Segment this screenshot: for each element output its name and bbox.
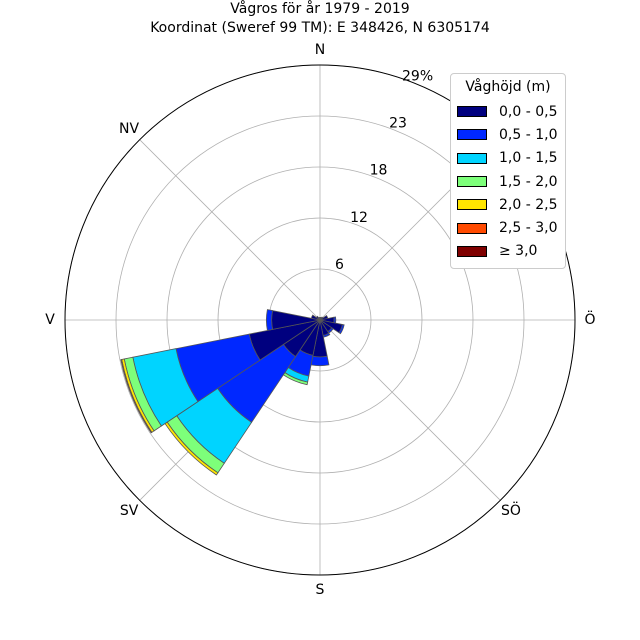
polar-outline (64, 64, 576, 576)
rose-bar-15-0 (317, 316, 321, 321)
grid-spoke-7 (139, 139, 321, 321)
chart-title-block: Vågros för år 1979 - 2019 Koordinat (Swe… (0, 0, 640, 38)
legend-label: 2,5 - 3,0 (499, 220, 558, 237)
legend-swatch (457, 245, 487, 257)
legend-label: 1,0 - 1,5 (499, 150, 558, 167)
direction-label-6: V (45, 312, 55, 328)
legend-label: ≥ 3,0 (499, 243, 538, 260)
radial-tick-label-1: 12 (350, 210, 368, 226)
rose-bar-8-1 (310, 355, 330, 367)
rose-bar-12-1 (265, 309, 274, 331)
legend-entry: ≥ 3,0 (451, 240, 565, 263)
legend-label: 2,0 - 2,5 (499, 196, 558, 213)
legend-swatch (457, 222, 487, 234)
legend-title: Våghöjd (m) (465, 79, 551, 95)
radial-tick-label-3: 23 (389, 116, 407, 132)
direction-label-2: Ö (584, 310, 595, 328)
direction-label-5: SV (120, 503, 139, 519)
radial-tick-label-0: 6 (335, 257, 344, 273)
legend-entry: 2,5 - 3,0 (451, 216, 565, 239)
legend-label: 1,5 - 2,0 (499, 173, 558, 190)
direction-label-4: S (316, 582, 325, 598)
chart-subtitle: Koordinat (Sweref 99 TM): E 348426, N 63… (150, 20, 490, 36)
legend-swatch (457, 106, 487, 118)
legend: Våghöjd (m) 0,0 - 0,5 0,5 - 1,0 1,0 - 1,5 1… (450, 73, 566, 270)
legend-label: 0,0 - 0,5 (499, 103, 558, 120)
polar-frame (64, 64, 576, 576)
legend-entry: 1,0 - 1,5 (451, 147, 565, 170)
grid-spoke-3 (319, 319, 501, 501)
rose-bars (120, 309, 345, 476)
direction-label-0: N (315, 42, 325, 58)
legend-swatch (457, 129, 487, 141)
legend-label: 0,5 - 1,0 (499, 126, 558, 143)
chart-title: Vågros för år 1979 - 2019 (230, 1, 410, 17)
legend-entry: 2,0 - 2,5 (451, 193, 565, 216)
radial-tick-label-4: 29% (402, 68, 433, 84)
rose-bar-11-5 (120, 358, 153, 434)
legend-swatch (457, 199, 487, 211)
radial-tick-label-2: 18 (370, 163, 388, 179)
legend-entry: 0,0 - 0,5 (451, 100, 565, 123)
legend-entries: 0,0 - 0,5 0,5 - 1,0 1,0 - 1,5 1,5 - 2,0 2,0 … (451, 100, 565, 263)
legend-entry: 0,5 - 1,0 (451, 123, 565, 146)
direction-label-7: NV (119, 121, 139, 137)
legend-swatch (457, 176, 487, 188)
direction-label-3: SÖ (501, 501, 521, 519)
rose-bar-4-1 (333, 316, 337, 324)
axis-labels: NNOÖSÖSSVVNV612182329% (45, 42, 595, 598)
legend-entry: 1,5 - 2,0 (451, 170, 565, 193)
rose-bar-5-1 (338, 323, 345, 335)
legend-swatch (457, 152, 487, 164)
